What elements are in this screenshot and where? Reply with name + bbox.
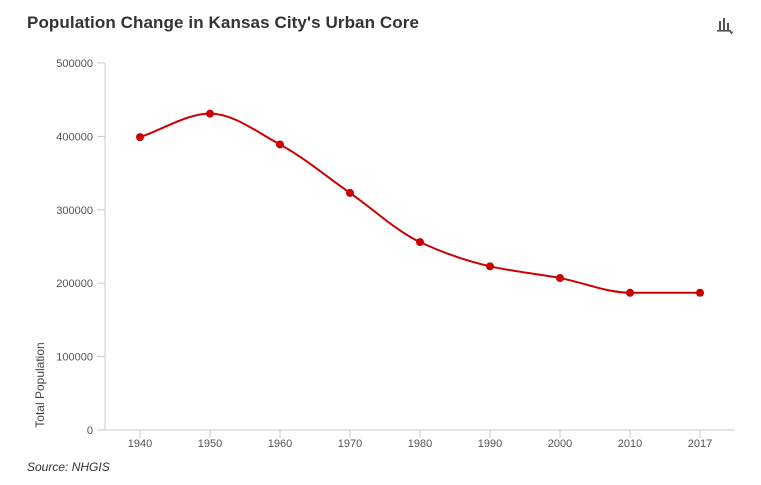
x-tick-label: 1980 — [408, 438, 432, 450]
y-axis-title: Total Population — [33, 342, 47, 427]
data-point — [346, 188, 354, 197]
data-point — [696, 288, 704, 297]
y-tick-label: 100000 — [56, 352, 93, 364]
x-axis: 1940 1950 1960 1970 1980 1990 2000 2010 2017 — [105, 429, 735, 450]
x-tick-label: 1990 — [478, 438, 502, 450]
data-point — [206, 109, 214, 118]
data-point — [486, 262, 494, 271]
x-tick-label: 2017 — [688, 438, 712, 450]
data-point — [136, 133, 144, 142]
y-tick-label: 0 — [87, 425, 93, 437]
y-tick-label: 200000 — [56, 278, 93, 290]
chart-menu-icon — [717, 18, 734, 35]
chart-menu-button[interactable] — [712, 14, 738, 38]
data-point — [556, 274, 564, 283]
x-tick-label: 2010 — [618, 438, 642, 450]
y-tick-label: 500000 — [56, 58, 93, 70]
x-tick-label: 1950 — [198, 438, 222, 450]
source-caption: Source: NHGIS — [27, 460, 110, 474]
data-point — [416, 238, 424, 247]
chart-title: Population Change in Kansas City's Urban… — [27, 13, 420, 32]
data-points — [136, 109, 704, 297]
x-tick-label: 1960 — [268, 438, 292, 450]
x-tick-label: 1940 — [128, 438, 152, 450]
data-point — [276, 140, 284, 149]
x-tick-label: 1970 — [338, 438, 362, 450]
y-axis: 0 100000 200000 300000 400000 500000 — [56, 58, 106, 437]
data-point — [626, 288, 634, 297]
y-tick-label: 300000 — [56, 205, 93, 217]
series-line — [139, 112, 700, 294]
y-tick-label: 400000 — [56, 131, 93, 143]
x-tick-label: 2000 — [548, 438, 572, 450]
